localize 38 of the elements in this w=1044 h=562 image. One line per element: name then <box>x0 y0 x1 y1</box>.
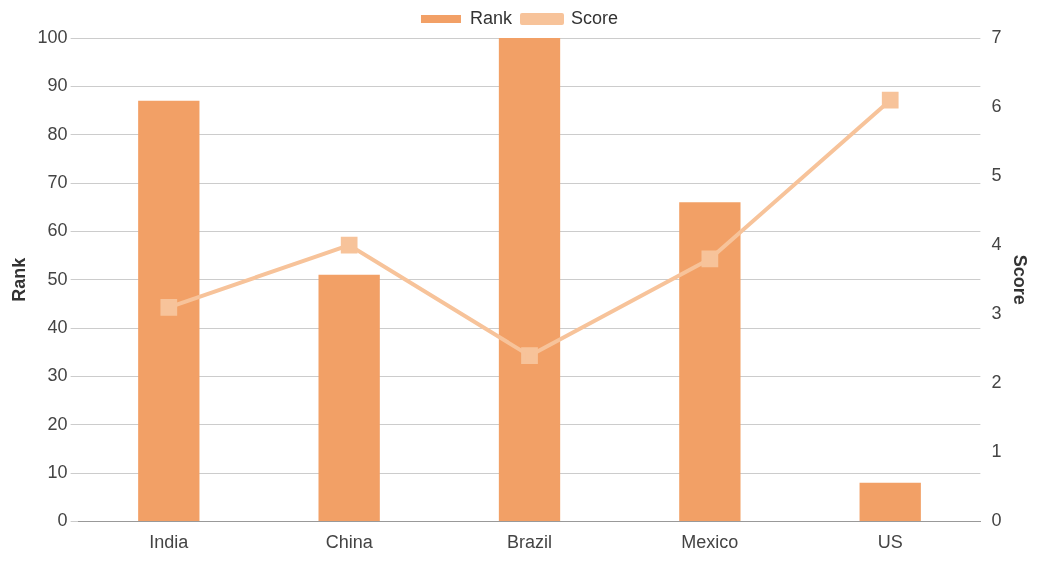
y2-axis-title: Score <box>1010 254 1031 305</box>
x-tick-label: India <box>149 532 190 553</box>
y-tick-label: 80 <box>47 123 68 144</box>
y-tick-label: 10 <box>47 462 68 483</box>
x-tick-label: Brazil <box>507 532 553 553</box>
y2-tick-label: 7 <box>991 26 1002 47</box>
y2-tick-label: 4 <box>991 234 1002 255</box>
point <box>160 298 178 316</box>
y2-tick-label: 1 <box>991 441 1002 462</box>
y2-tick-label: 0 <box>991 510 1002 531</box>
bar <box>318 274 380 521</box>
y2-tick-label: 6 <box>991 96 1002 117</box>
legend-label: Score <box>571 7 619 28</box>
y2-tick-label: 5 <box>991 165 1002 186</box>
y2-tick-label: 2 <box>991 372 1002 393</box>
bar <box>138 100 200 521</box>
x-tick-label: China <box>325 532 374 553</box>
point <box>521 347 538 365</box>
y-tick-label: 30 <box>47 365 68 386</box>
y-tick-label: 90 <box>47 75 68 96</box>
point <box>701 250 719 268</box>
bar <box>859 482 921 521</box>
x-tick-label: Mexico <box>681 532 739 553</box>
y-tick-label: 0 <box>57 510 68 531</box>
x-tick-label: US <box>877 532 903 553</box>
bar <box>498 38 561 521</box>
y-tick-label: 50 <box>47 268 68 289</box>
point <box>881 91 899 109</box>
y-axis-title: Rank <box>8 256 29 302</box>
y-tick-label: 100 <box>37 26 68 47</box>
y2-tick-label: 3 <box>991 303 1002 324</box>
y-tick-label: 40 <box>47 317 68 338</box>
point <box>340 236 358 254</box>
legend-label: Rank <box>469 7 513 28</box>
y-tick-label: 20 <box>47 413 68 434</box>
bar <box>679 202 741 521</box>
y-tick-label: 70 <box>47 171 68 192</box>
y-tick-label: 60 <box>47 220 68 241</box>
